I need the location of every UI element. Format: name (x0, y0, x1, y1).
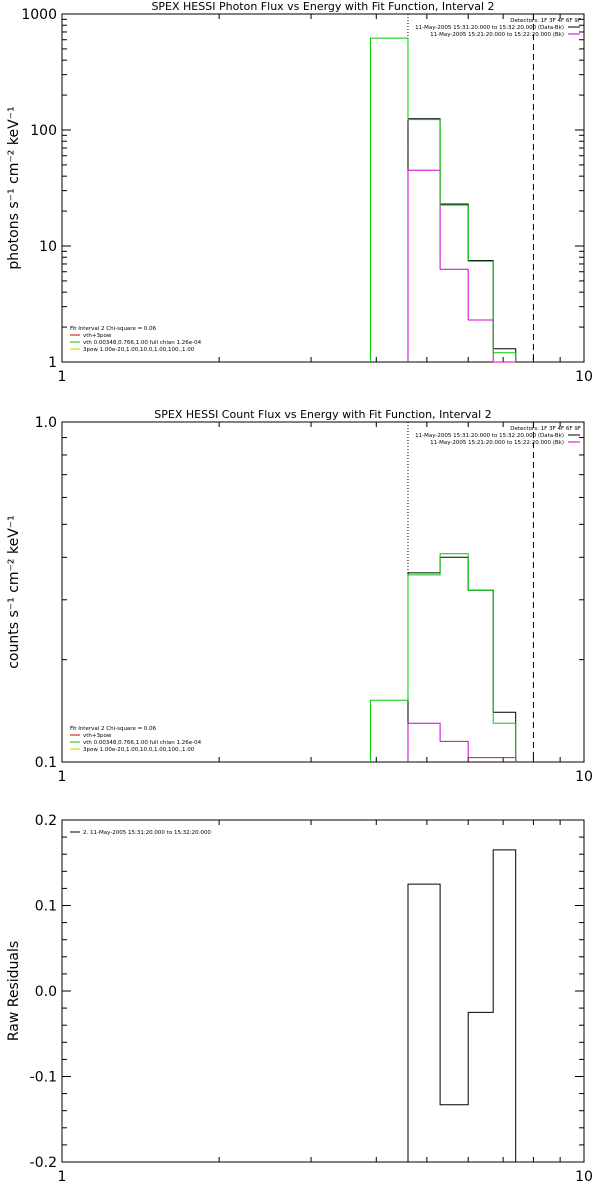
plot-frame (61, 13, 585, 363)
plot-frame (61, 421, 585, 763)
chart-title: SPEX HESSI Photon Flux vs Energy with Fi… (151, 0, 494, 13)
x-tick-label: 10 (575, 1169, 593, 1185)
header-line: Detectors: 1F 3F 4F 6F 9F (510, 426, 581, 432)
y-tick-label: 1000 (21, 7, 57, 23)
y-axis-label: counts s⁻¹ cm⁻² keV⁻¹ (6, 515, 22, 669)
x-tick-label: 1 (58, 1169, 67, 1185)
y-tick-label: 0.0 (35, 984, 57, 1000)
y-tick-label: 0.2 (35, 813, 57, 829)
chart-2: SPEX HESSI Count Flux vs Energy with Fit… (6, 408, 593, 785)
series-line-2 (407, 169, 516, 363)
y-tick-label: 0.1 (35, 755, 57, 771)
y-tick-label: 1.0 (35, 415, 57, 431)
series-line-2 (407, 722, 517, 762)
x-tick-label: 1 (58, 369, 67, 385)
series-line-1 (407, 849, 517, 1162)
header-line: 11-May-2005 15:31:20.000 to 15:32:20.000… (415, 25, 564, 31)
legend-entry: vth 0.00348,0.766,1.00 full chian 1.26e-… (83, 340, 202, 346)
series-line-1 (407, 118, 517, 362)
chart-1: SPEX HESSI Photon Flux vs Energy with Fi… (6, 0, 593, 385)
legend-entry: vth+3pow (83, 733, 112, 739)
series-line-3 (370, 553, 517, 762)
legend-header: Fit Interval 2 Chi-square = 0.06 (70, 326, 157, 332)
series-group (370, 553, 517, 762)
header-line: Detectors: 1F 3F 4F 6F 9F (510, 18, 581, 24)
y-tick-label: 0.1 (35, 899, 57, 915)
header-line: 11-May-2005 15:21:20.000 to 15:22:20.000… (430, 440, 564, 446)
header-line: 11-May-2005 15:31:20.000 to 15:32:20.000… (415, 433, 564, 439)
legend-entry: 3pow 1.00e-20,1.00,10.0,1.00,100.,1.00 (83, 747, 195, 753)
y-tick-label: 10 (39, 239, 57, 255)
legend-header: Fit Interval 2 Chi-square = 0.06 (70, 726, 157, 732)
series-line-1 (407, 556, 517, 762)
x-tick-label: 10 (575, 369, 593, 385)
series-group (407, 849, 517, 1162)
chart-title: SPEX HESSI Count Flux vs Energy with Fit… (154, 408, 491, 421)
legend-entry: 2. 11-May-2005 15:31:20.000 to 15:32:20.… (83, 830, 211, 836)
y-tick-label: 1 (48, 355, 57, 371)
legend-entry: 3pow 1.00e-20,1.00,10.0,1.00,100.,1.00 (83, 347, 195, 353)
y-tick-label: -0.2 (30, 1155, 57, 1171)
header-line: 11-May-2005 15:21:20.000 to 15:22:20.000… (430, 32, 564, 38)
x-tick-label: 10 (575, 769, 593, 785)
series-line-3 (370, 37, 517, 362)
series-group (370, 37, 517, 363)
legend-entry: vth+3pow (83, 333, 112, 339)
y-tick-label: 100 (30, 123, 57, 139)
y-axis-label: photons s⁻¹ cm⁻² keV⁻¹ (6, 106, 22, 269)
legend-entry: vth 0.00348,0.766,1.00 full chian 1.26e-… (83, 740, 202, 746)
chart-3: 1 10 -0.2 -0.1 0.0 0.1 0.2 Raw Residuals 2. 11-M… (6, 813, 593, 1185)
y-axis-label: Raw Residuals (6, 941, 22, 1041)
plot-frame (61, 819, 585, 1163)
y-tick-label: -0.1 (30, 1070, 57, 1086)
x-tick-label: 1 (58, 769, 67, 785)
